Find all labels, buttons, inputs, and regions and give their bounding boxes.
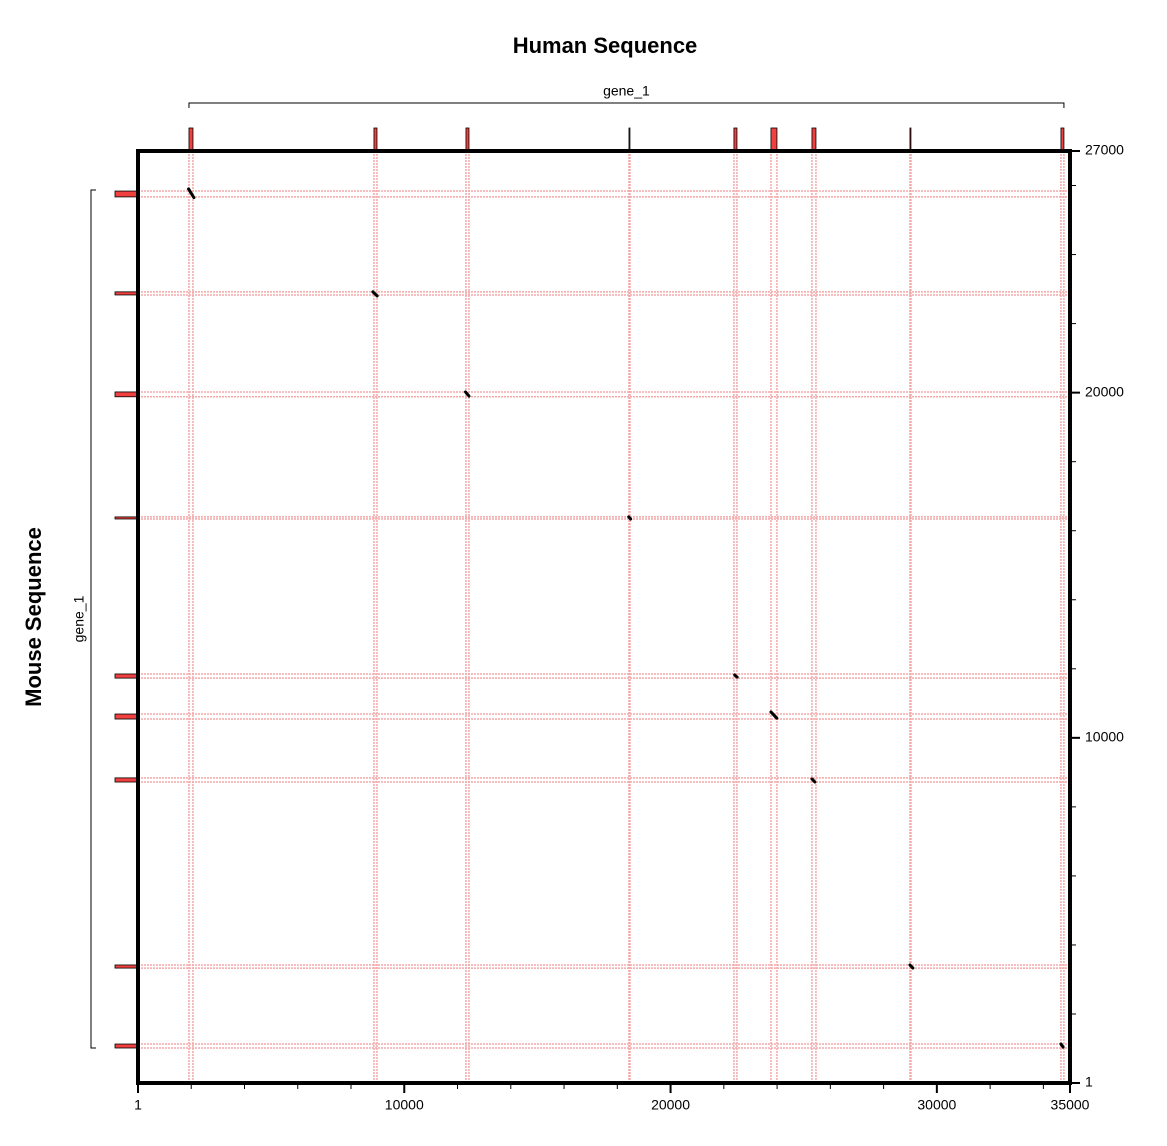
match — [1059, 1042, 1065, 1049]
human-feature — [628, 127, 631, 152]
mouse-feature — [114, 1043, 139, 1049]
match — [627, 515, 633, 521]
chart-title: Human Sequence — [513, 33, 698, 58]
mouse-feature — [114, 673, 139, 679]
x-tick-label: 20000 — [651, 1097, 690, 1113]
match — [733, 673, 739, 679]
gene-label: gene_1 — [71, 595, 87, 642]
y-tick-label: 10000 — [1085, 729, 1124, 745]
y-tick-label: 20000 — [1085, 383, 1124, 399]
mouse-feature — [114, 713, 139, 720]
human-feature — [811, 127, 817, 152]
mouse-feature — [114, 190, 139, 198]
y-axis-title: Mouse Sequence — [21, 527, 46, 707]
x-tick-label: 10000 — [385, 1097, 424, 1113]
gene-bracket — [90, 189, 96, 1049]
mouse-feature — [114, 391, 139, 398]
human-feature — [770, 127, 778, 152]
human-feature — [373, 127, 378, 152]
match — [187, 187, 196, 200]
match — [769, 710, 779, 720]
mouse-feature — [114, 964, 139, 969]
mouse-feature — [114, 291, 139, 296]
gene-label: gene_1 — [603, 83, 650, 99]
plot-frame — [136, 149, 1072, 1085]
mouse-feature — [114, 516, 139, 520]
y-tick-label: 27000 — [1085, 142, 1124, 158]
match — [464, 390, 471, 398]
human-feature — [1060, 127, 1065, 152]
human-feature — [188, 127, 194, 152]
x-tick-label: 30000 — [917, 1097, 956, 1113]
gene-bracket — [188, 102, 1065, 108]
y-tick-label: 1 — [1085, 1074, 1093, 1090]
x-tick-label: 35000 — [1051, 1097, 1090, 1113]
match — [908, 963, 915, 970]
mouse-feature — [114, 777, 139, 783]
match — [810, 777, 817, 784]
human-feature — [465, 127, 470, 152]
x-tick-label: 1 — [134, 1097, 142, 1113]
human-feature — [909, 127, 912, 152]
match — [371, 290, 379, 298]
human-feature — [733, 127, 738, 152]
